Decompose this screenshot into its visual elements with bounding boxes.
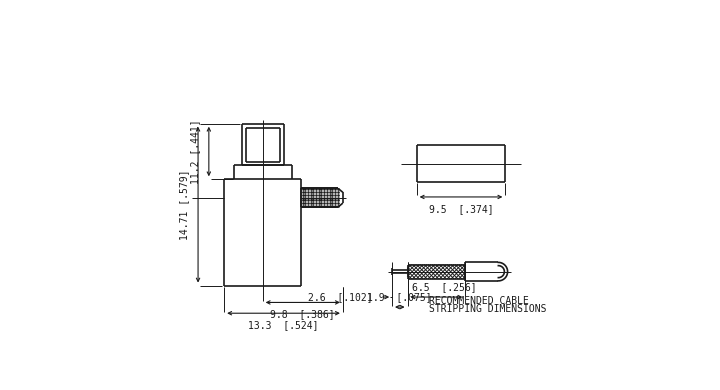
Text: 9.5  [.374]: 9.5 [.374] [428, 204, 493, 214]
Text: 14.71 [.579]: 14.71 [.579] [179, 169, 189, 240]
Text: 2.6  [.102]: 2.6 [.102] [308, 292, 373, 302]
Text: 9.8  [.386]: 9.8 [.386] [271, 309, 335, 319]
Text: 1.9  [.075]: 1.9 [.075] [367, 292, 432, 302]
Text: STRIPPING DIMENSIONS: STRIPPING DIMENSIONS [428, 304, 546, 314]
Text: 6.5  [.256]: 6.5 [.256] [412, 282, 477, 292]
Bar [408, 265, 465, 278]
Bar [301, 188, 338, 207]
Text: RECOMMENDED CABLE: RECOMMENDED CABLE [428, 296, 528, 305]
Text: 11.2 [.441]: 11.2 [.441] [190, 119, 200, 184]
Text: 13.3  [.524]: 13.3 [.524] [248, 320, 319, 330]
